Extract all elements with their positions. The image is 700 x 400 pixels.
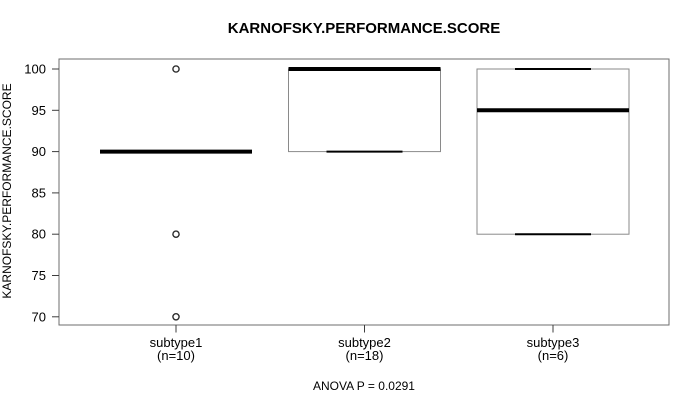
y-tick-label: 95 — [32, 103, 46, 118]
group-n-label: (n=6) — [538, 348, 569, 363]
group-n-label: (n=10) — [157, 348, 195, 363]
outlier-point — [172, 230, 180, 238]
group-label: subtype2 — [338, 335, 391, 350]
group-label: subtype1 — [150, 335, 203, 350]
outlier-point — [172, 65, 180, 73]
group-n-label: (n=18) — [346, 348, 384, 363]
box-iqr — [476, 68, 630, 235]
y-tick-label: 85 — [32, 185, 46, 200]
group-label: subtype3 — [527, 335, 580, 350]
y-tick-label: 100 — [24, 62, 46, 77]
y-tick-label: 80 — [32, 227, 46, 242]
y-tick-label: 90 — [32, 144, 46, 159]
y-tick-label: 70 — [32, 309, 46, 324]
outlier-point — [172, 312, 180, 321]
chart-title: KARNOFSKY.PERFORMANCE.SCORE — [227, 20, 501, 37]
y-tick-label: 75 — [32, 268, 46, 283]
box-iqr — [288, 68, 441, 153]
plot-frame — [58, 58, 670, 326]
anova-p-value: ANOVA P = 0.0291 — [313, 379, 415, 393]
